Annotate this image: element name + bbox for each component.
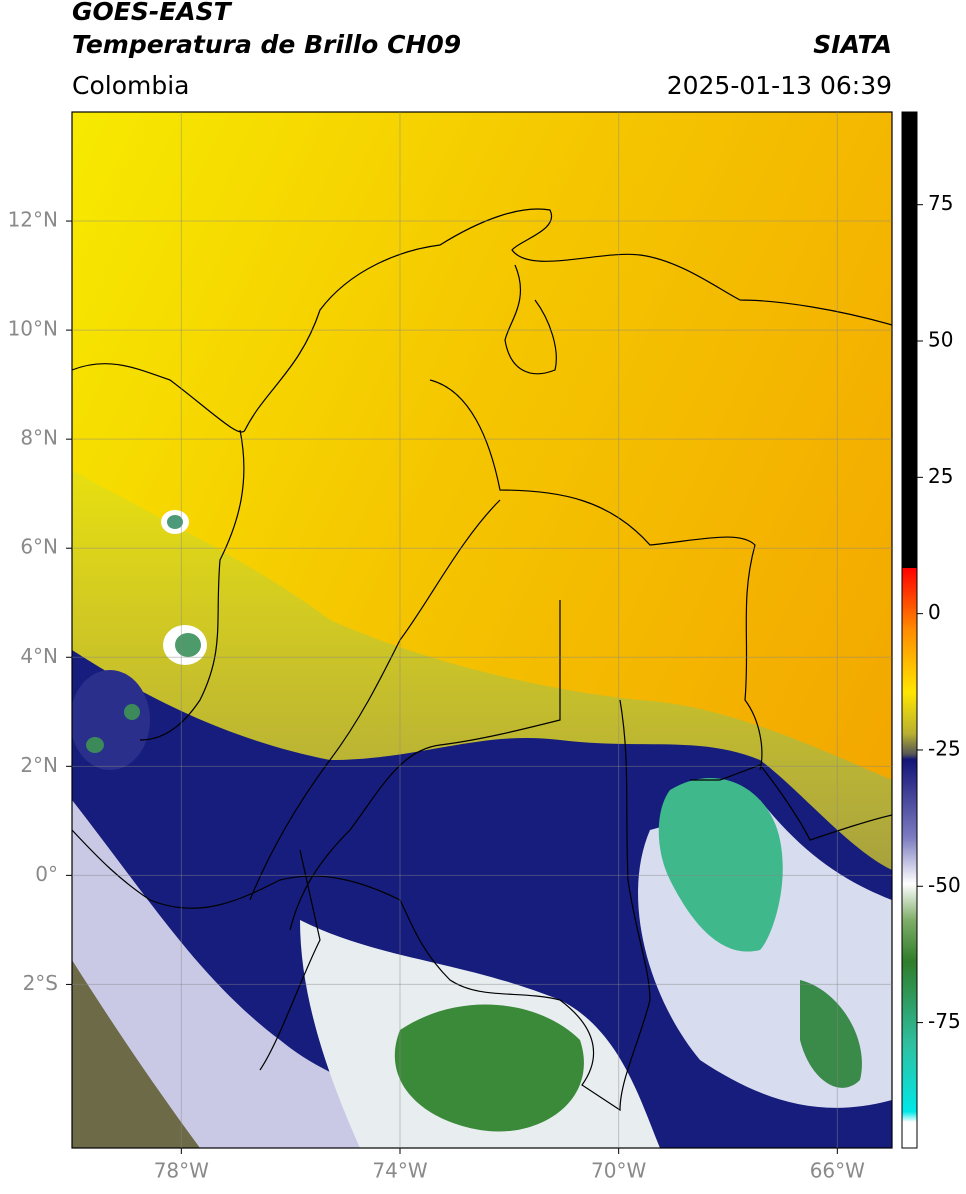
lon-tick-label: 78°W bbox=[154, 1159, 209, 1183]
lat-tick-label: 8°N bbox=[20, 426, 58, 450]
lon-tick-label: 66°W bbox=[810, 1159, 865, 1183]
colorbar-tick-label: -50 bbox=[928, 873, 961, 897]
subtitle: Temperatura de Brillo CH09 bbox=[72, 30, 461, 59]
satellite-image bbox=[72, 112, 892, 1148]
source: SIATA bbox=[813, 30, 892, 59]
colorbar-tick-label: 25 bbox=[928, 464, 953, 488]
lon-tick-label: 74°W bbox=[372, 1159, 427, 1183]
colorbar-tick-label: -75 bbox=[928, 1009, 961, 1033]
timestamp: 2025-01-13 06:39 bbox=[667, 71, 892, 100]
colorbar-tick-label: 0 bbox=[928, 600, 941, 624]
lat-tick-label: 10°N bbox=[8, 317, 58, 341]
lat-tick-label: 2°S bbox=[23, 971, 58, 995]
lat-tick-label: 12°N bbox=[8, 208, 58, 232]
lon-tick-label: 70°W bbox=[591, 1159, 646, 1183]
region: Colombia bbox=[72, 71, 189, 100]
title: GOES-EAST bbox=[72, 0, 233, 26]
colorbar-tick-label: -25 bbox=[928, 736, 961, 760]
colorbar-tick-label: 75 bbox=[928, 191, 953, 215]
lat-tick-label: 6°N bbox=[20, 535, 58, 559]
map-frame bbox=[71, 111, 893, 1149]
lat-tick-label: 0° bbox=[35, 862, 58, 886]
borders bbox=[72, 208, 892, 1112]
colorbar bbox=[901, 111, 918, 1149]
lat-tick-label: 2°N bbox=[20, 753, 58, 777]
lat-tick-label: 4°N bbox=[20, 644, 58, 668]
colorbar-tick-label: 50 bbox=[928, 328, 953, 352]
